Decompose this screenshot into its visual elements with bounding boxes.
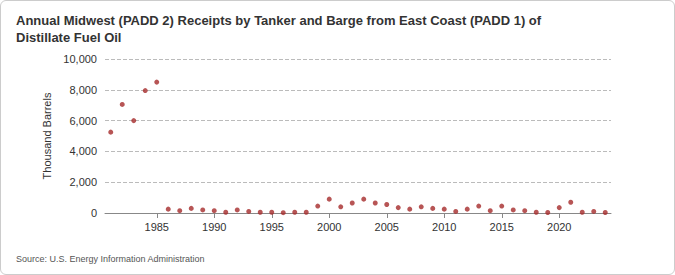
- svg-text:2005: 2005: [375, 221, 399, 233]
- svg-text:Distillate Fuel Oil: Distillate Fuel Oil: [16, 30, 121, 45]
- svg-text:0: 0: [91, 207, 97, 219]
- svg-text:1995: 1995: [260, 221, 284, 233]
- svg-text:Thousand Barrels: Thousand Barrels: [41, 92, 53, 179]
- svg-text:4,000: 4,000: [69, 145, 97, 157]
- svg-text:2,000: 2,000: [69, 176, 97, 188]
- svg-text:2015: 2015: [490, 221, 514, 233]
- svg-text:2020: 2020: [547, 221, 571, 233]
- svg-text:10,000: 10,000: [63, 53, 97, 65]
- svg-text:1990: 1990: [202, 221, 226, 233]
- svg-text:1985: 1985: [145, 221, 169, 233]
- svg-text:6,000: 6,000: [69, 115, 97, 127]
- svg-text:Source: U.S. Energy Informatio: Source: U.S. Energy Information Administ…: [16, 254, 205, 264]
- svg-text:2000: 2000: [317, 221, 341, 233]
- svg-text:8,000: 8,000: [69, 84, 97, 96]
- svg-text:2010: 2010: [432, 221, 456, 233]
- svg-text:Annual Midwest (PADD 2) Receip: Annual Midwest (PADD 2) Receipts by Tank…: [16, 13, 545, 28]
